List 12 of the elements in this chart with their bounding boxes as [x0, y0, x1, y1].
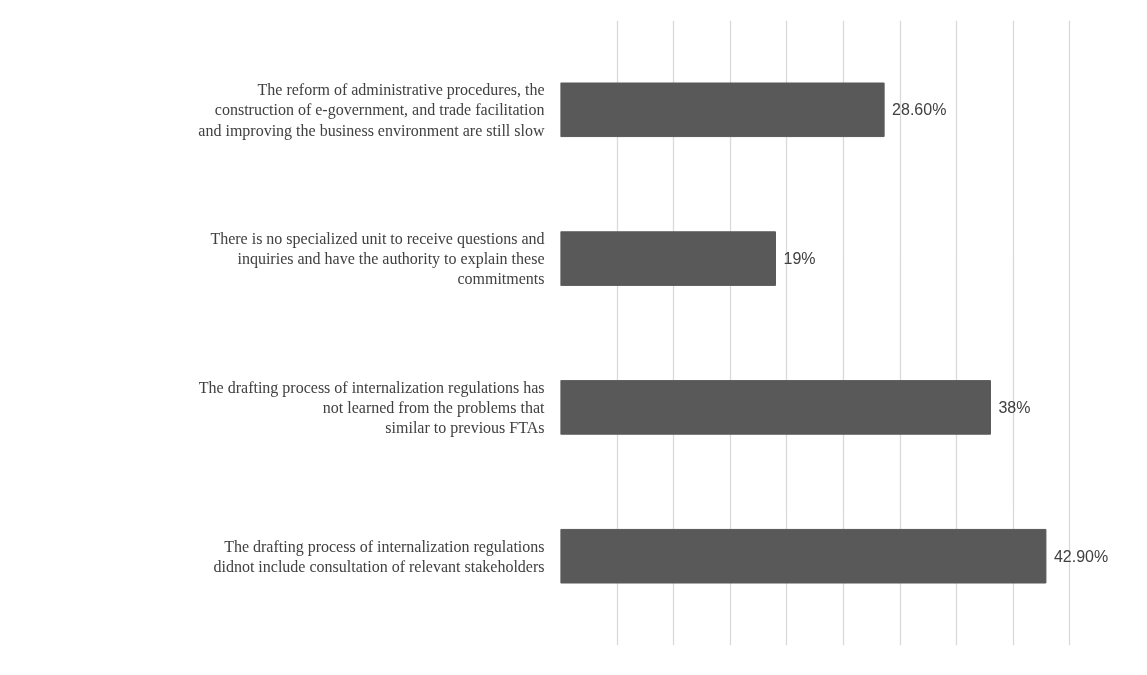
bar	[560, 528, 1047, 584]
data-label: 19%	[783, 250, 816, 268]
bar	[560, 231, 776, 286]
y-tick-label: The drafting process of internalization regulations didnot include consultation of relevant stakeholders	[213, 537, 545, 575]
y-tick-label: The reform of administrative procedures, the construction of e-government, and trade facilitation and improving the business environment are still slow	[198, 80, 545, 140]
data-label: 28.60%	[892, 101, 947, 119]
y-tick-label: There is no specialized unit to receive questions and inquiries and have the authority to explain these commitments	[210, 229, 545, 288]
y-tick-label: The drafting process of internalization regulations has not learned from the problems that similar to previous FTAs	[198, 378, 546, 438]
data-label: 42.90%	[1053, 547, 1109, 565]
bar	[560, 380, 991, 435]
bar	[560, 82, 885, 138]
data-label: 38%	[998, 398, 1031, 416]
